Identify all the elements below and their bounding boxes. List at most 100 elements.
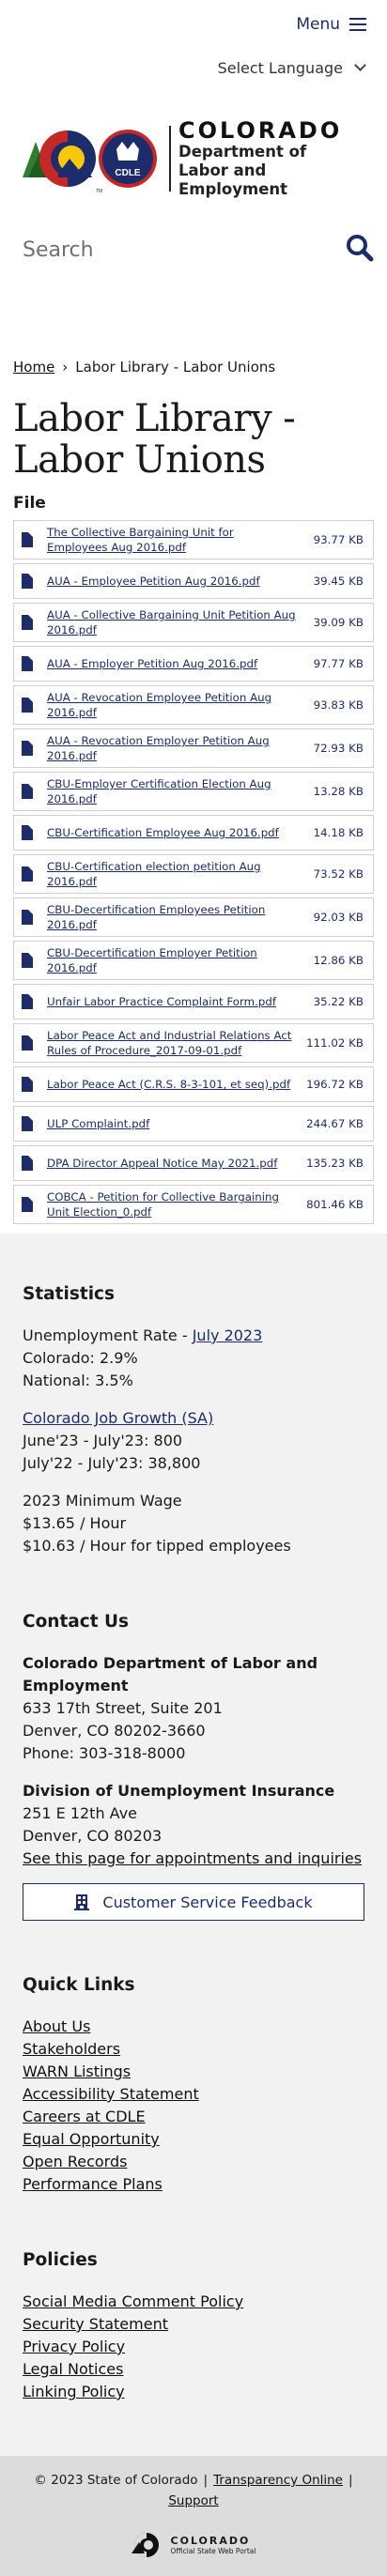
org1-address2: Denver, CO 80202-3660 xyxy=(23,1722,206,1740)
quick-links-title: Quick Links xyxy=(23,1975,135,1995)
file-row: DPA Director Appeal Notice May 2021.pdf 1… xyxy=(13,1145,374,1181)
job-growth-link[interactable]: Colorado Job Growth (SA) xyxy=(23,1409,214,1427)
transparency-link[interactable]: Transparency Online xyxy=(213,2473,343,2488)
file-link[interactable]: The Collective Bargaining Unit for Emplo… xyxy=(47,526,234,554)
file-size: 244.67 KB xyxy=(306,1117,364,1130)
document-icon xyxy=(22,866,33,882)
file-row: Unfair Labor Practice Complaint Form.pdf… xyxy=(13,984,374,1020)
policy-link[interactable]: Security Statement xyxy=(23,2315,168,2333)
policies-title: Policies xyxy=(23,2250,98,2270)
state-portal-logo[interactable]: COLORADO Official State Web Portal xyxy=(13,2531,374,2559)
language-selector[interactable]: Select Language xyxy=(0,49,387,86)
unemployment-month-link[interactable]: July 2023 xyxy=(192,1326,263,1344)
quick-link[interactable]: About Us xyxy=(23,2017,91,2035)
file-link[interactable]: AUA - Employer Petition Aug 2016.pdf xyxy=(47,657,258,670)
document-icon xyxy=(22,615,33,630)
document-icon xyxy=(22,1116,33,1131)
search-input[interactable] xyxy=(23,238,304,262)
portal-logo-word: COLORADO xyxy=(170,2535,251,2547)
colorado-c-icon: CDLE TM xyxy=(23,130,157,194)
portal-logo-sub: Official State Web Portal xyxy=(170,2547,256,2555)
file-link[interactable]: CBU-Certification Employee Aug 2016.pdf xyxy=(47,826,279,839)
file-link[interactable]: AUA - Employee Petition Aug 2016.pdf xyxy=(47,575,260,588)
quick-link[interactable]: Stakeholders xyxy=(23,2040,121,2058)
file-size: 97.77 KB xyxy=(313,657,364,670)
search-bar xyxy=(0,223,387,276)
file-link[interactable]: CBU-Employer Certification Election Aug … xyxy=(47,777,271,805)
file-row: Labor Peace Act and Industrial Relations… xyxy=(13,1023,374,1063)
file-link[interactable]: AUA - Collective Bargaining Unit Petitio… xyxy=(47,608,296,636)
file-link[interactable]: Unfair Labor Practice Complaint Form.pdf xyxy=(47,995,277,1008)
copyright-bar: © 2023 State of Colorado | Transparency … xyxy=(0,2456,387,2576)
search-icon[interactable] xyxy=(346,234,374,266)
file-link[interactable]: AUA - Revocation Employer Petition Aug 2… xyxy=(47,734,270,762)
document-icon xyxy=(22,741,33,756)
site-logo[interactable]: CDLE TM COLORADO Department of Labor and… xyxy=(0,103,387,214)
quick-link[interactable]: Accessibility Statement xyxy=(23,2085,199,2103)
policy-link[interactable]: Social Media Comment Policy xyxy=(23,2292,244,2310)
contact-section: Contact Us Colorado Department of Labor … xyxy=(23,1612,364,1921)
site-footer: Statistics Unemployment Rate - July 2023… xyxy=(0,1234,387,2456)
logo-wordmark: COLORADO Department of Labor and Employm… xyxy=(169,118,364,198)
file-link[interactable]: Labor Peace Act (C.R.S. 8-3-101, et seq)… xyxy=(47,1078,291,1091)
breadcrumb-separator: › xyxy=(62,359,69,376)
unemployment-rate: Unemployment Rate - July 2023 xyxy=(23,1325,364,1347)
chevron-down-icon xyxy=(354,59,366,71)
file-size: 93.83 KB xyxy=(313,698,364,712)
quick-link[interactable]: Open Records xyxy=(23,2153,128,2170)
org2-address1: 251 E 12th Ave xyxy=(23,1804,137,1822)
file-link[interactable]: DPA Director Appeal Notice May 2021.pdf xyxy=(47,1157,278,1170)
org2-address2: Denver, CO 80203 xyxy=(23,1827,163,1845)
top-bar: Menu xyxy=(0,0,387,49)
file-size: 801.46 KB xyxy=(306,1198,364,1211)
contact-title: Contact Us xyxy=(23,1612,130,1632)
logo-dept-line2: Labor and Employment xyxy=(178,161,288,198)
unemployment-prefix: Unemployment Rate - xyxy=(23,1326,193,1344)
policy-link[interactable]: Privacy Policy xyxy=(23,2338,126,2355)
file-link[interactable]: CBU-Decertification Employees Petition 2… xyxy=(47,903,266,931)
file-size: 13.28 KB xyxy=(313,785,364,798)
appointments-link[interactable]: See this page for appointments and inqui… xyxy=(23,1849,363,1867)
file-link[interactable]: AUA - Revocation Employee Petition Aug 2… xyxy=(47,691,272,719)
quick-link[interactable]: Equal Opportunity xyxy=(23,2130,160,2148)
colorado-portal-icon xyxy=(131,2533,159,2557)
file-link[interactable]: CBU-Certification election petition Aug … xyxy=(47,860,261,888)
policy-link[interactable]: Linking Policy xyxy=(23,2383,125,2400)
building-icon xyxy=(74,1894,90,1910)
svg-text:CDLE: CDLE xyxy=(115,168,141,178)
file-link[interactable]: ULP Complaint.pdf xyxy=(47,1117,150,1130)
document-icon xyxy=(22,784,33,799)
colorado-rate: Colorado: 2.9% xyxy=(23,1349,138,1367)
file-size: 135.23 KB xyxy=(306,1157,364,1170)
statistics-title: Statistics xyxy=(23,1284,116,1304)
breadcrumb-home-link[interactable]: Home xyxy=(13,359,55,376)
logo-dept-line1: Department of xyxy=(178,143,307,161)
file-heading: File xyxy=(13,494,46,513)
file-link[interactable]: CBU-Decertification Employer Petition 20… xyxy=(47,946,257,974)
document-icon xyxy=(22,1077,33,1092)
org1-name: Colorado Department of Labor and Employm… xyxy=(23,1654,318,1694)
file-row: ULP Complaint.pdf 244.67 KB xyxy=(13,1106,374,1142)
file-row: COBCA - Petition for Collective Bargaini… xyxy=(13,1185,374,1224)
org1-address1: 633 17th Street, Suite 201 xyxy=(23,1699,223,1717)
support-link[interactable]: Support xyxy=(168,2493,219,2508)
document-icon xyxy=(22,1156,33,1171)
quick-link[interactable]: Careers at CDLE xyxy=(23,2108,146,2125)
breadcrumb: Home › Labor Library - Labor Unions xyxy=(0,359,387,376)
quick-link[interactable]: WARN Listings xyxy=(23,2062,132,2080)
customer-feedback-button[interactable]: Customer Service Feedback xyxy=(23,1883,364,1921)
menu-button[interactable]: Menu xyxy=(296,15,366,34)
quick-link[interactable]: Performance Plans xyxy=(23,2175,163,2193)
document-icon xyxy=(22,825,33,840)
file-size: 39.45 KB xyxy=(313,575,364,588)
min-wage-hour: $13.65 / Hour xyxy=(23,1514,127,1532)
policy-link[interactable]: Legal Notices xyxy=(23,2360,124,2378)
file-row: AUA - Revocation Employer Petition Aug 2… xyxy=(13,728,374,768)
document-icon xyxy=(22,574,33,589)
colorado-logo-mark: CDLE TM xyxy=(23,121,163,196)
separator: | xyxy=(348,2473,353,2488)
file-link[interactable]: Labor Peace Act and Industrial Relations… xyxy=(47,1029,292,1057)
file-link[interactable]: COBCA - Petition for Collective Bargaini… xyxy=(47,1190,279,1219)
file-row: CBU-Employer Certification Election Aug … xyxy=(13,772,374,811)
org1-phone: Phone: 303-318-8000 xyxy=(23,1744,186,1762)
